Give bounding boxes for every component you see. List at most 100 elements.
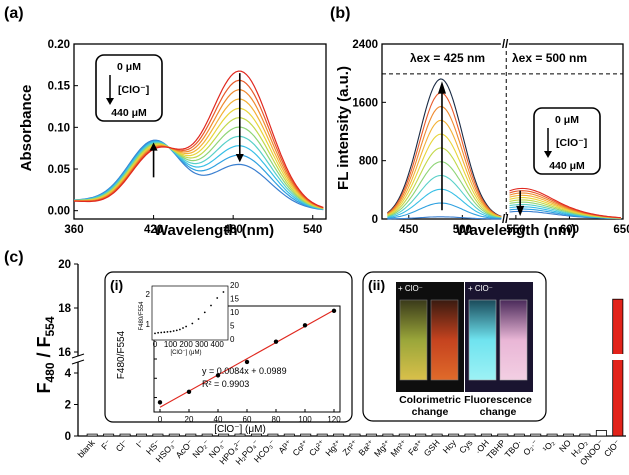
panel-b-curve-left	[387, 216, 502, 220]
panel-c-category-label: Fe³⁺	[406, 438, 425, 458]
panel-b-legend-box: 0 μM [ClO⁻] 440 μM	[533, 107, 601, 175]
mini-point	[175, 329, 178, 332]
panel-a-curve	[73, 107, 324, 209]
panel-b-curve-left	[387, 92, 502, 218]
mini-xtick-label: 0	[153, 340, 158, 349]
panel-c-category-label: I⁻	[134, 438, 146, 450]
panel-c-bar	[218, 433, 230, 437]
panel-c-category-label: TBO·	[503, 438, 524, 460]
panel-a-legend-box: 0 μM [ClO⁻] 440 μM	[95, 54, 163, 122]
panel-c-bar	[480, 433, 492, 437]
legend-box-frame	[95, 54, 163, 122]
panel-a-ylabel: Absorbance	[18, 85, 35, 172]
panel-c-bar	[431, 433, 443, 437]
panel-b-curve-left	[387, 174, 502, 219]
panel-c-bar	[234, 433, 246, 437]
panel-a-xtick-label: 420	[144, 224, 163, 236]
panel-c-category-label: NO₂⁻	[190, 438, 211, 460]
panel-a-xtick-label: 540	[303, 224, 322, 236]
panel-a-curve	[73, 117, 324, 210]
panel-b-axis-break	[500, 215, 509, 223]
panel-c-bar	[398, 433, 410, 437]
legend-box-bottom: 440 μM	[111, 107, 147, 119]
panel-b-break-mark-top: //	[502, 39, 509, 51]
panel-c-ytick-label: 20	[58, 259, 71, 271]
panel-a-frame	[73, 43, 327, 220]
panel-b-ex-right: λex = 500 nm	[512, 51, 587, 65]
panel-c-category-label: Ba²⁺	[356, 438, 375, 458]
mini-point	[203, 311, 206, 314]
ylabel-main: F	[34, 383, 54, 394]
panel-b: (b) 450 500 550 600 650 0 800 1600 2400 // // Wave…	[330, 5, 629, 239]
panel-a-arrowhead-up	[149, 142, 158, 151]
inset-i-xtick-label: 40	[214, 415, 223, 424]
inset-i-xtick-label: 60	[243, 415, 252, 424]
panel-c-category-label: Mn²⁺	[388, 438, 408, 459]
panel-b-axis-break-top	[500, 40, 509, 48]
caption-colorimetric: Colorimetric	[399, 394, 461, 406]
panel-b-arrowhead-down	[516, 205, 525, 217]
panel-b-label: (b)	[330, 5, 350, 22]
panel-b-curve-left	[387, 119, 502, 218]
panel-a-ytick-label: 0.20	[48, 39, 70, 51]
mini-xtick-label: 100	[164, 340, 178, 349]
panel-b-curve-right	[509, 187, 621, 219]
panel-c-bar	[103, 433, 115, 437]
panel-b-ytick-label: 1600	[352, 97, 378, 109]
panel-c-category-label: AcO⁻	[174, 438, 196, 460]
panel-c-category-label: Cys	[457, 438, 474, 456]
mini-point	[172, 330, 175, 332]
panel-a-label: (a)	[4, 5, 24, 22]
panel-a-curve	[73, 126, 324, 210]
vial-red	[430, 299, 459, 381]
mini-ytick-right-label: 10	[230, 308, 239, 317]
inset-i-point	[302, 323, 308, 328]
panel-c-category-label: blank	[76, 437, 98, 459]
legend-box-top: 0 μM	[117, 61, 141, 73]
mini-point	[191, 322, 194, 325]
panel-c-category-label: Zn²⁺	[340, 438, 359, 458]
panel-b-xtick-label: 600	[560, 224, 579, 236]
panel-c-bar	[201, 433, 213, 437]
inset-i-point	[244, 359, 250, 365]
panel-c-break-gap	[72, 356, 84, 362]
mini-point	[185, 325, 188, 328]
inset-i: (i) 0 20 40 60 80 100 120 y = 0.0084x + 0.0989…	[104, 271, 353, 435]
panel-c-bar	[563, 433, 575, 437]
panel-c-bar	[86, 433, 98, 437]
panel-c-bar-break	[611, 354, 624, 360]
panel-b-curve-left	[387, 202, 502, 220]
panel-b-xtick-label: 650	[613, 224, 629, 236]
inset-i-xtick-label: 80	[272, 415, 281, 424]
panel-a-curve	[74, 89, 324, 209]
legend-box-b-top: 0 μM	[555, 114, 579, 126]
panel-c-bar	[185, 433, 197, 437]
panel-c-category-label: Mg²⁺	[372, 438, 392, 459]
panel-c-bar	[415, 433, 427, 437]
mini-ytick-label: 1	[146, 320, 151, 329]
inset-i-points	[157, 308, 337, 408]
mini-point	[160, 331, 163, 334]
panel-c-bar	[152, 433, 164, 437]
panel-b-curve-left	[387, 133, 502, 218]
panel-c-ytick-label: 4	[65, 368, 72, 380]
panel-c-categories: blank F⁻ Cl⁻ I⁻HS⁻HSO₃⁻AcO⁻NO₂⁻NO₃⁻HPO₄²⁻H₂…	[76, 437, 623, 467]
panel-c-ytick-label: 0	[65, 431, 71, 443]
vial-yellow	[399, 299, 428, 381]
inset-i-point	[331, 308, 337, 314]
panel-b-curve-left	[387, 78, 502, 217]
legend-box-frame-b	[533, 107, 601, 175]
panel-b-ytick-label: 0	[372, 214, 378, 226]
panel-b-xtick-label: 550	[506, 224, 525, 236]
panel-c-bar	[382, 433, 394, 437]
panel-c-bar	[349, 433, 361, 437]
panel-c-bar	[497, 433, 509, 437]
panel-c-category-label: Cu²⁺	[307, 438, 327, 458]
panel-a-curve	[73, 141, 324, 210]
mini-point	[216, 297, 219, 299]
panel-b-xtick-label: 500	[453, 224, 472, 236]
caption-colorimetric-2: change	[412, 406, 449, 418]
panel-c-category-label: Co²⁺	[290, 438, 310, 458]
